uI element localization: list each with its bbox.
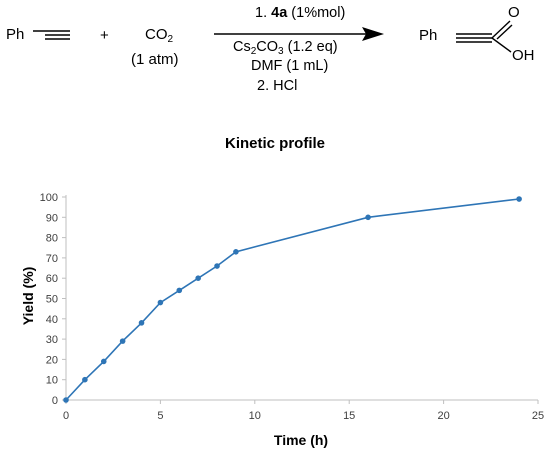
condition-solvent: DMF (1 mL) <box>251 58 329 74</box>
chart-title: Kinetic profile <box>224 135 325 152</box>
product-carbonyl-o: O <box>508 4 520 21</box>
data-point <box>119 338 126 344</box>
data-point <box>157 299 164 306</box>
x-tick-label: 15 <box>343 410 355 422</box>
axes: 0 10 20 30 40 50 60 70 80 90 100 0 5 10 15 20 25 <box>40 192 544 422</box>
y-tick-label: 20 <box>46 354 58 366</box>
x-tick-label: 10 <box>249 410 261 422</box>
data-point <box>100 358 107 365</box>
y-tick-label: 40 <box>46 314 58 326</box>
scheme-bonds <box>33 20 513 53</box>
hydroxyl-bond <box>491 37 512 53</box>
condition-step1: 1. 4a (1%mol) <box>255 5 346 21</box>
product-ph: Ph <box>419 27 438 44</box>
x-tick-label: 20 <box>437 410 449 422</box>
reaction-arrow-head <box>362 27 384 41</box>
y-tick-label: 0 <box>52 395 58 407</box>
data-point <box>365 214 371 221</box>
y-tick-label: 90 <box>46 212 58 224</box>
plus-sign: + <box>100 27 109 44</box>
series-line <box>65 198 520 401</box>
data-point <box>195 275 201 282</box>
x-tick-label: 25 <box>532 410 544 422</box>
data-point <box>63 397 69 403</box>
x-tick-label: 5 <box>157 410 163 422</box>
y-tick-label: 60 <box>46 273 58 285</box>
condition-step2: 2. HCl <box>257 78 298 94</box>
data-point <box>233 249 239 255</box>
carbonyl-bond-2 <box>496 24 513 40</box>
data-point <box>516 196 522 202</box>
y-tick-label: 50 <box>46 294 58 306</box>
y-axis-label: Yield (%) <box>20 267 36 326</box>
y-tick-label: 80 <box>46 233 58 245</box>
data-point <box>138 320 145 326</box>
y-tick-label: 30 <box>46 334 58 346</box>
data-point <box>82 376 88 383</box>
reactant2-co2: CO2 <box>145 26 174 45</box>
y-tick-label: 70 <box>46 253 58 265</box>
data-point <box>176 287 183 294</box>
y-tick-label: 100 <box>40 192 58 204</box>
carbonyl-bond-1 <box>491 20 511 39</box>
y-tick-label: 10 <box>46 375 58 387</box>
series <box>63 196 522 403</box>
condition-base: Cs2CO3 (1.2 eq) <box>233 39 338 57</box>
x-tick-label: 0 <box>63 410 69 422</box>
reactant1-ph: Ph <box>6 26 25 43</box>
product-oh: OH <box>512 47 535 64</box>
data-point <box>214 263 220 269</box>
x-axis-label: Time (h) <box>274 432 328 448</box>
reactant2-condition: (1 atm) <box>131 51 179 68</box>
